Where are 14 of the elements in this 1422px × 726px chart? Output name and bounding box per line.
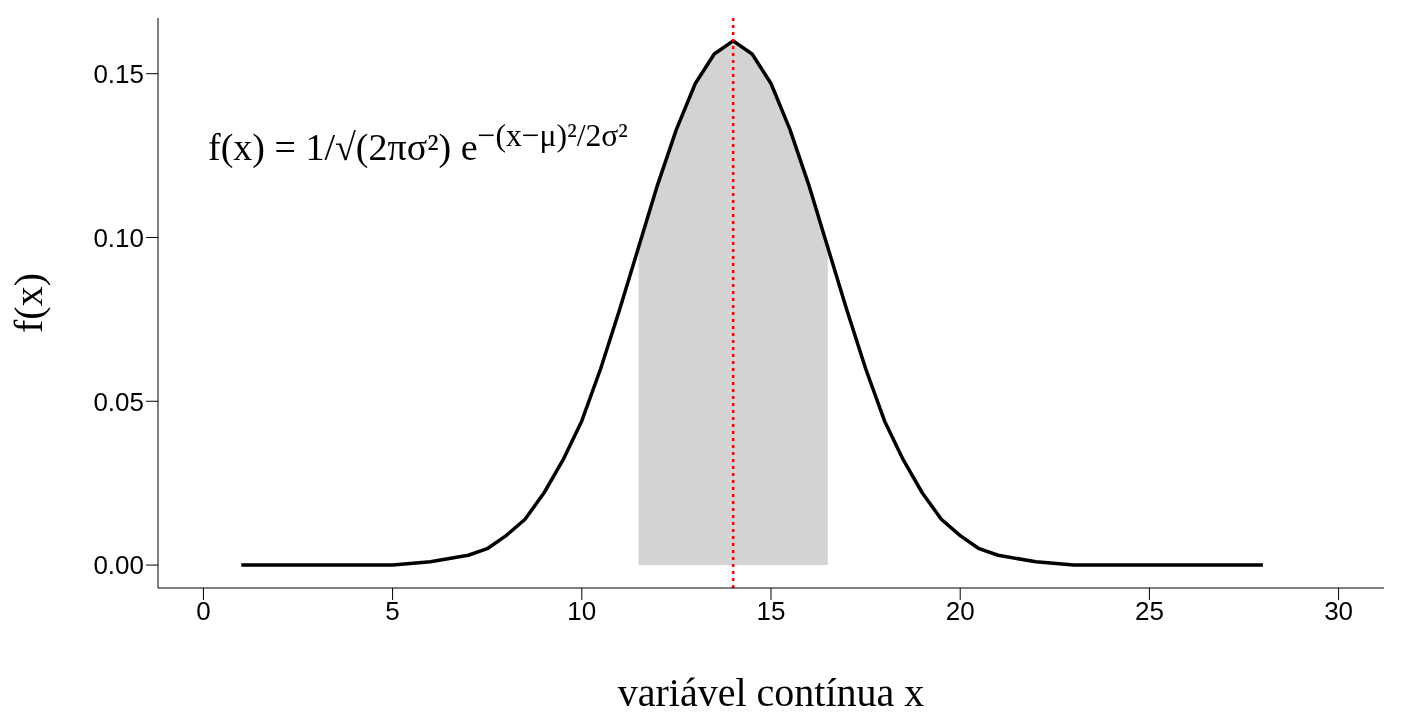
annotation: f(x) = 1/√(2πσ²) e$^{−(x−μ)²/2σ²}$ <box>208 118 628 169</box>
x-tick-label: 10 <box>567 596 597 627</box>
y-tick-label: 0.00 <box>93 550 144 581</box>
x-tick-label: 5 <box>385 596 400 627</box>
x-tick-label: 25 <box>1134 596 1164 627</box>
y-axis-title: f(x) <box>6 273 52 333</box>
x-axis-title: variável contínua x <box>617 670 925 716</box>
x-tick-label: 0 <box>196 596 211 627</box>
y-tick-label: 0.15 <box>93 58 144 89</box>
x-tick-label: 20 <box>945 596 975 627</box>
x-tick-label: 15 <box>756 596 786 627</box>
y-tick-label: 0.05 <box>93 386 144 417</box>
x-tick-label: 30 <box>1324 596 1354 627</box>
y-tick-label: 0.10 <box>93 222 144 253</box>
